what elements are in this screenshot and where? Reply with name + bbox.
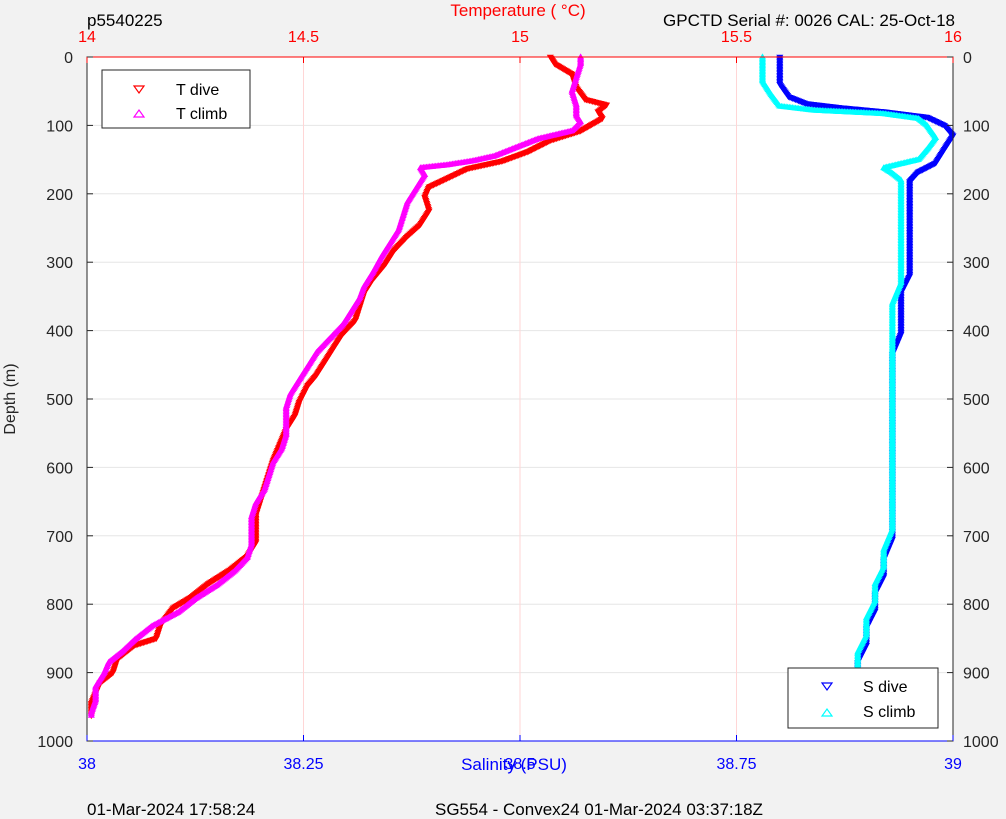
depth-tick-label-left: 700 [46,529,73,546]
legend-s-dive-marker [820,682,834,692]
temperature-axis-label: Temperature ( °C) [450,1,585,20]
depth-tick-label-left: 500 [46,392,73,409]
temperature-tick-label: 15 [511,29,529,46]
depth-tick-label-left: 900 [46,666,73,683]
legend-t-climb-label: T climb [176,106,227,123]
depth-tick-label-right: 200 [963,187,990,204]
depth-tick-label-left: 800 [46,597,73,614]
depth-tick-label-right: 1000 [963,734,999,751]
temperature-tick-label: 14.5 [288,29,319,46]
salinity-axis-label: Salinity (PSU) [461,755,567,774]
data-points [87,53,957,720]
depth-tick-label-right: 400 [963,324,990,341]
header-right: GPCTD Serial #: 0026 CAL: 25-Oct-18 [663,11,955,30]
depth-tick-label-left: 100 [46,118,73,135]
legend-t-climb-marker [132,108,146,118]
legend-s-dive-label: S dive [863,679,908,696]
legend-temperature: T dive T climb [101,69,251,129]
salinity-tick-label: 38.25 [283,756,323,773]
salinity-tick-label: 38.5 [504,756,535,773]
footer-left: 01-Mar-2024 17:58:24 [87,800,255,819]
salinity-tick-label: 38.75 [716,756,756,773]
temperature-tick-label: 15.5 [721,29,752,46]
depth-tick-label-right: 700 [963,529,990,546]
depth-tick-label-right: 900 [963,666,990,683]
series-s-climb [758,53,940,718]
depth-tick-label-right: 500 [963,392,990,409]
depth-tick-label-right: 300 [963,255,990,272]
point-t-climb [87,711,95,718]
axes: 0 0 100 100 200 200 300 300 400 400 500 500 600 600 70… [37,29,998,773]
legend-t-dive-label: T dive [176,82,219,99]
depth-axis-label: Depth (m) [2,363,19,434]
series-t-climb [87,53,585,718]
depth-tick-label-right: 600 [963,460,990,477]
temperature-tick-label: 16 [944,29,962,46]
grid [87,57,953,741]
depth-tick-label-left: 600 [46,460,73,477]
depth-tick-label-right: 0 [963,50,972,67]
legend-s-climb-marker [820,707,834,717]
depth-tick-label-left: 300 [46,255,73,272]
depth-tick-label-left: 400 [46,324,73,341]
legend-salinity: S dive S climb [787,667,939,729]
depth-tick-label-left: 0 [64,50,73,67]
legend-s-climb-label: S climb [863,704,916,721]
depth-tick-label-left: 200 [46,187,73,204]
depth-tick-label-right: 800 [963,597,990,614]
temperature-tick-label: 14 [78,29,96,46]
salinity-tick-label: 38 [78,756,96,773]
header-left: p5540225 [87,11,163,30]
footer-center: SG554 - Convex24 01-Mar-2024 03:37:18Z [435,800,763,819]
salinity-tick-label: 39 [944,756,962,773]
depth-tick-label-right: 100 [963,118,990,135]
legend-t-dive-marker [132,85,146,95]
depth-tick-label-left: 1000 [37,734,73,751]
